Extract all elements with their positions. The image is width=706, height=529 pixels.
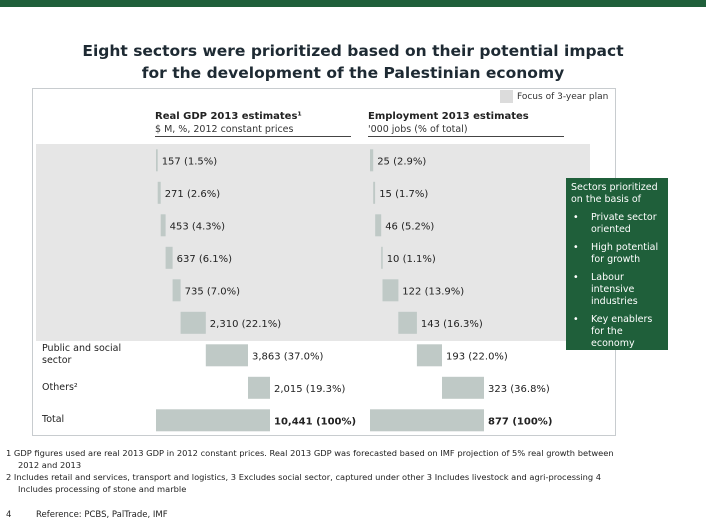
employment-bar — [375, 214, 382, 237]
gdp-value-label: 637 (6.1%) — [177, 254, 233, 265]
gdp-value-label: 453 (4.3%) — [170, 221, 226, 232]
gdp-value-label: 271 (2.6%) — [165, 189, 221, 200]
top-accent-bar — [0, 0, 706, 7]
legend-label: Focus of 3-year plan — [517, 92, 609, 102]
gdp-bar — [180, 311, 206, 334]
employment-value-label: 122 (13.9%) — [402, 286, 464, 297]
employment-bar — [370, 409, 484, 432]
employment-bar — [370, 149, 374, 172]
gdp-bar — [172, 279, 181, 302]
employment-value-label: 143 (16.3%) — [421, 319, 483, 330]
gdp-column-subtitle: $ M, %, 2012 constant prices — [155, 124, 294, 135]
gdp-bar — [165, 246, 173, 269]
gdp-value-label: 2,015 (19.3%) — [274, 384, 345, 395]
employment-value-label: 10 (1.1%) — [387, 254, 436, 265]
footnote-1-cont: 2012 and 2013 — [18, 460, 82, 470]
employment-bar — [416, 344, 442, 367]
criteria-item-label: Private sector oriented — [591, 212, 657, 235]
employment-value-label: 15 (1.7%) — [379, 189, 428, 200]
footnote-2: 2 Includes retail and services, transpor… — [6, 472, 602, 482]
bullet-icon: • — [573, 212, 579, 223]
footnote-2-cont: Includes processing of stone and marble — [18, 484, 187, 494]
employment-column-title: Employment 2013 estimates — [368, 111, 529, 122]
employment-value-label: 25 (2.9%) — [377, 156, 426, 167]
gdp-column-title: Real GDP 2013 estimates¹ — [155, 111, 302, 122]
gdp-bar — [160, 214, 166, 237]
row-label: Others² — [42, 381, 78, 393]
reference-note: Reference: PCBS, PalTrade, IMF — [36, 510, 168, 520]
gdp-bar — [156, 409, 270, 432]
gdp-value-label: 735 (7.0%) — [185, 286, 241, 297]
gdp-value-label: 3,863 (37.0%) — [252, 351, 323, 362]
gdp-value-label: 2,310 (22.1%) — [210, 319, 281, 330]
employment-value-label: 877 (100%) — [488, 416, 552, 427]
row-label: Total — [42, 414, 65, 426]
criteria-item-label: High potential for growth — [591, 242, 659, 265]
bullet-icon: • — [573, 242, 579, 253]
gdp-bar — [248, 376, 270, 399]
gdp-bar — [157, 181, 161, 204]
title-line-1: Eight sectors were prioritized based on … — [82, 42, 624, 60]
employment-bar — [382, 279, 399, 302]
employment-column-underline — [368, 136, 564, 137]
employment-bar — [442, 376, 484, 399]
bullet-icon: • — [573, 272, 579, 283]
gdp-column-underline — [155, 136, 351, 137]
gdp-bar — [205, 344, 248, 367]
page-title: Eight sectors were prioritized based on … — [0, 40, 706, 84]
row-label: Public and social sector — [42, 343, 122, 367]
employment-column-subtitle: '000 jobs (% of total) — [368, 124, 468, 135]
gdp-value-label: 10,441 (100%) — [274, 416, 356, 427]
criteria-item-label: Labour intensive industries — [591, 272, 638, 307]
employment-value-label: 193 (22.0%) — [446, 351, 508, 362]
focus-highlight — [36, 144, 590, 341]
page-number: 4 — [6, 510, 12, 520]
employment-bar — [381, 246, 383, 269]
bullet-icon: • — [573, 314, 579, 325]
title-line-2: for the development of the Palestinian e… — [141, 64, 565, 82]
criteria-box: Sectors prioritized on the basis of • Pr… — [566, 178, 668, 350]
criteria-heading: Sectors prioritized on the basis of — [571, 182, 658, 205]
employment-bar — [373, 181, 376, 204]
footnote-1: 1 GDP figures used are real 2013 GDP in … — [6, 448, 614, 458]
employment-bar — [398, 311, 417, 334]
gdp-value-label: 157 (1.5%) — [162, 156, 218, 167]
employment-value-label: 46 (5.2%) — [385, 221, 434, 232]
gdp-bar — [156, 149, 158, 172]
legend-swatch — [500, 90, 513, 103]
criteria-item-label: Key enablers for the economy — [591, 314, 653, 349]
employment-value-label: 323 (36.8%) — [488, 384, 550, 395]
